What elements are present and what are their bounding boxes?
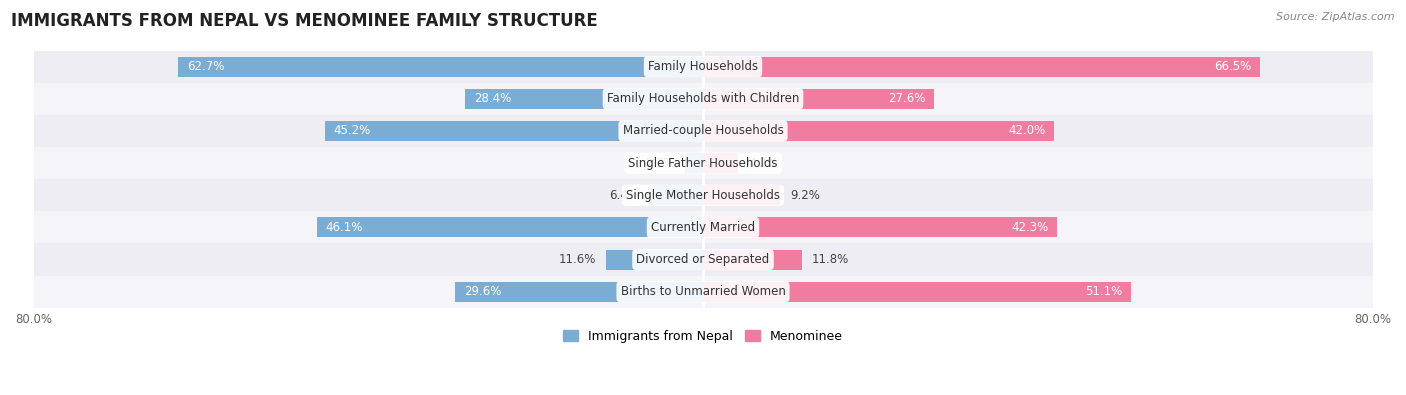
Text: IMMIGRANTS FROM NEPAL VS MENOMINEE FAMILY STRUCTURE: IMMIGRANTS FROM NEPAL VS MENOMINEE FAMIL…	[11, 12, 598, 30]
Text: 62.7%: 62.7%	[187, 60, 224, 73]
Bar	[703, 250, 801, 269]
Bar	[179, 56, 703, 77]
Text: 6.4%: 6.4%	[610, 189, 640, 202]
Text: 51.1%: 51.1%	[1085, 285, 1122, 298]
Bar	[703, 89, 934, 109]
Bar	[318, 217, 703, 237]
Bar	[650, 185, 703, 205]
Text: 27.6%: 27.6%	[889, 92, 925, 105]
Text: 46.1%: 46.1%	[326, 221, 363, 234]
Text: Family Households: Family Households	[648, 60, 758, 73]
Bar	[703, 56, 1260, 77]
Text: Births to Unmarried Women: Births to Unmarried Women	[620, 285, 786, 298]
Bar	[703, 153, 738, 173]
Text: 45.2%: 45.2%	[333, 124, 370, 137]
Bar	[703, 217, 1057, 237]
Text: 42.0%: 42.0%	[1010, 124, 1046, 137]
Bar	[456, 282, 703, 302]
Bar	[34, 83, 1372, 115]
Bar	[325, 121, 703, 141]
Text: 2.2%: 2.2%	[645, 156, 675, 169]
Bar	[34, 211, 1372, 243]
Text: Currently Married: Currently Married	[651, 221, 755, 234]
Bar	[34, 115, 1372, 147]
Bar	[703, 282, 1130, 302]
Legend: Immigrants from Nepal, Menominee: Immigrants from Nepal, Menominee	[558, 325, 848, 348]
Bar	[703, 185, 780, 205]
Text: 66.5%: 66.5%	[1213, 60, 1251, 73]
Text: 4.2%: 4.2%	[748, 156, 778, 169]
Text: 42.3%: 42.3%	[1011, 221, 1049, 234]
Text: 11.6%: 11.6%	[558, 253, 596, 266]
Bar	[34, 276, 1372, 308]
Bar	[465, 89, 703, 109]
Text: 29.6%: 29.6%	[464, 285, 501, 298]
Text: Single Mother Households: Single Mother Households	[626, 189, 780, 202]
Bar	[34, 51, 1372, 83]
Text: 28.4%: 28.4%	[474, 92, 510, 105]
Text: Married-couple Households: Married-couple Households	[623, 124, 783, 137]
Text: Single Father Households: Single Father Households	[628, 156, 778, 169]
Text: 9.2%: 9.2%	[790, 189, 820, 202]
Bar	[34, 179, 1372, 211]
Bar	[685, 153, 703, 173]
Bar	[34, 243, 1372, 276]
Text: Divorced or Separated: Divorced or Separated	[637, 253, 769, 266]
Text: Source: ZipAtlas.com: Source: ZipAtlas.com	[1277, 12, 1395, 22]
Bar	[703, 121, 1054, 141]
Text: 11.8%: 11.8%	[811, 253, 849, 266]
Bar	[606, 250, 703, 269]
Bar	[34, 147, 1372, 179]
Text: Family Households with Children: Family Households with Children	[607, 92, 799, 105]
